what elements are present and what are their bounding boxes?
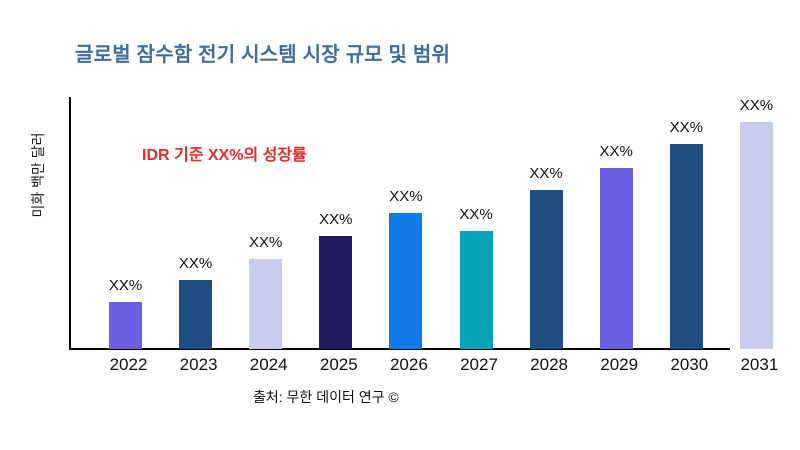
bar-value-label-2029: XX% bbox=[599, 143, 633, 160]
y-axis-line bbox=[69, 97, 71, 349]
bar-value-label-2022: XX% bbox=[108, 277, 143, 294]
x-tick-label-2029: 2029 bbox=[600, 355, 639, 374]
x-tick-label-2022: 2022 bbox=[109, 355, 148, 374]
x-tick-label-2027: 2027 bbox=[460, 355, 498, 374]
bar-value-label-2031: XX% bbox=[739, 97, 774, 114]
growth-rate-annotation: IDR 기준 XX%의 성장률 bbox=[142, 147, 307, 164]
bar-2022 bbox=[109, 302, 142, 349]
bar-2028 bbox=[529, 190, 563, 349]
x-tick-label-2024: 2024 bbox=[249, 355, 288, 374]
bar-2030 bbox=[669, 144, 703, 349]
bar-2027 bbox=[459, 231, 493, 349]
bar-2031 bbox=[739, 122, 773, 349]
bar-value-label-2027: XX% bbox=[459, 206, 493, 223]
bar-2026 bbox=[389, 213, 423, 349]
bar-2029 bbox=[599, 168, 633, 349]
bar-value-label-2024: XX% bbox=[249, 234, 283, 251]
bar-2023 bbox=[179, 280, 213, 349]
bar-value-label-2023: XX% bbox=[178, 255, 213, 272]
x-axis-line bbox=[69, 348, 730, 350]
x-tick-label-2026: 2026 bbox=[389, 355, 428, 374]
x-tick-label-2028: 2028 bbox=[530, 355, 568, 374]
chart-title: 글로벌 잠수함 전기 시스템 시장 규모 및 범위 bbox=[75, 44, 451, 66]
x-tick-label-2030: 2030 bbox=[670, 355, 709, 374]
x-tick-label-2025: 2025 bbox=[319, 355, 358, 374]
bar-value-label-2030: XX% bbox=[669, 119, 703, 136]
bar-value-label-2028: XX% bbox=[529, 165, 563, 182]
x-tick-label-2031: 2031 bbox=[740, 355, 779, 374]
bar-value-label-2026: XX% bbox=[389, 188, 423, 205]
bar-2024 bbox=[249, 259, 283, 349]
bar-2025 bbox=[319, 236, 353, 349]
x-tick-label-2023: 2023 bbox=[179, 355, 218, 374]
source-attribution: 출처: 무한 데이터 연구 © bbox=[253, 389, 399, 405]
bar-value-label-2025: XX% bbox=[319, 211, 353, 228]
